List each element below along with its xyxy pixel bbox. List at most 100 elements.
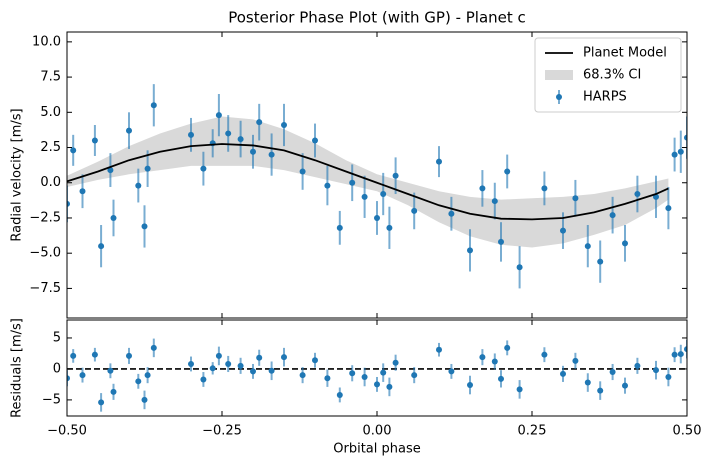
data-point — [70, 352, 77, 359]
data-point — [498, 375, 504, 382]
legend-swatch — [556, 94, 562, 100]
data-point — [374, 381, 380, 388]
data-point — [467, 382, 473, 389]
data-point — [498, 238, 504, 245]
data-point — [380, 191, 387, 198]
model-line — [66, 143, 669, 221]
data-point — [256, 354, 263, 361]
data-point — [374, 214, 380, 221]
data-point — [110, 388, 117, 395]
x-tick-label: 0.50 — [673, 424, 702, 439]
data-point — [684, 134, 687, 141]
data-point — [622, 240, 628, 247]
data-point — [479, 185, 486, 192]
data-point — [597, 387, 604, 394]
data-point — [349, 370, 356, 377]
data-point — [312, 137, 318, 144]
data-point — [237, 362, 244, 369]
data-point — [144, 372, 151, 379]
data-point — [671, 151, 678, 158]
data-point — [684, 346, 687, 353]
data-point — [491, 358, 498, 365]
data-point — [622, 382, 628, 389]
data-point — [584, 379, 591, 386]
data-point — [584, 243, 591, 250]
data-point — [70, 147, 77, 154]
legend-label: Planet Model — [583, 46, 667, 61]
data-point — [188, 360, 194, 367]
data-point — [91, 137, 98, 144]
y-tick-label: 0 — [53, 361, 61, 376]
data-point — [150, 344, 157, 351]
data-point — [349, 179, 356, 186]
data-point — [209, 365, 216, 372]
y-tick-label: 0.0 — [40, 175, 61, 190]
data-point — [504, 168, 511, 175]
data-point — [516, 264, 523, 271]
chart-title: Posterior Phase Plot (with GP) - Planet … — [228, 9, 526, 27]
x-tick-label: 0.25 — [518, 424, 547, 439]
data-point — [98, 243, 105, 250]
data-point — [665, 373, 672, 380]
x-tick-label: −0.50 — [47, 424, 87, 439]
data-point — [572, 195, 579, 202]
data-point — [141, 223, 148, 230]
data-point — [67, 375, 70, 382]
data-point — [560, 370, 566, 377]
data-point — [225, 130, 232, 137]
data-point — [79, 372, 86, 379]
data-point — [392, 172, 399, 179]
data-point — [634, 362, 641, 369]
data-point — [336, 391, 343, 398]
data-point — [336, 224, 343, 231]
data-point — [386, 224, 393, 231]
data-point — [126, 127, 132, 134]
data-point — [541, 351, 548, 358]
data-point — [150, 102, 157, 109]
y-tick-label: 5 — [53, 330, 61, 345]
y-tick-label: 7.5 — [40, 70, 61, 85]
data-point — [144, 165, 151, 172]
y-axis-label: Radial velocity [m/s] — [10, 108, 25, 241]
data-point — [188, 131, 194, 138]
data-point — [324, 375, 331, 382]
data-point — [671, 351, 678, 358]
data-point — [491, 198, 498, 205]
data-point — [200, 165, 207, 172]
x-axis-label: Orbital phase — [333, 442, 420, 457]
data-point — [237, 136, 244, 143]
data-point — [677, 351, 684, 358]
legend-box — [534, 37, 682, 113]
data-point — [361, 373, 368, 380]
data-point — [91, 351, 98, 358]
data-point — [200, 376, 207, 383]
data-point — [135, 378, 142, 385]
data-point — [448, 210, 455, 217]
x-tick-label: −0.25 — [202, 424, 242, 439]
data-point — [250, 148, 256, 155]
data-point — [215, 112, 222, 119]
data-point — [225, 360, 232, 367]
data-point — [250, 368, 256, 375]
data-point — [516, 386, 523, 393]
data-point — [268, 367, 275, 374]
data-point — [386, 383, 393, 390]
data-point — [467, 247, 473, 254]
data-point — [107, 167, 114, 174]
data-point — [411, 372, 418, 379]
data-point — [215, 352, 222, 359]
y-tick-label: −7.5 — [29, 281, 61, 296]
axes-frame — [66, 319, 688, 417]
ci-band — [67, 116, 669, 248]
y-tick-label: 5.0 — [40, 105, 61, 120]
y-tick-label: −5 — [42, 392, 61, 407]
data-point — [411, 207, 418, 214]
y-tick-label: 10.0 — [32, 34, 61, 49]
data-point — [67, 200, 70, 207]
y-tick-label: −5.0 — [29, 246, 61, 261]
data-point — [572, 357, 579, 364]
data-point — [110, 214, 117, 221]
data-point — [436, 346, 442, 353]
